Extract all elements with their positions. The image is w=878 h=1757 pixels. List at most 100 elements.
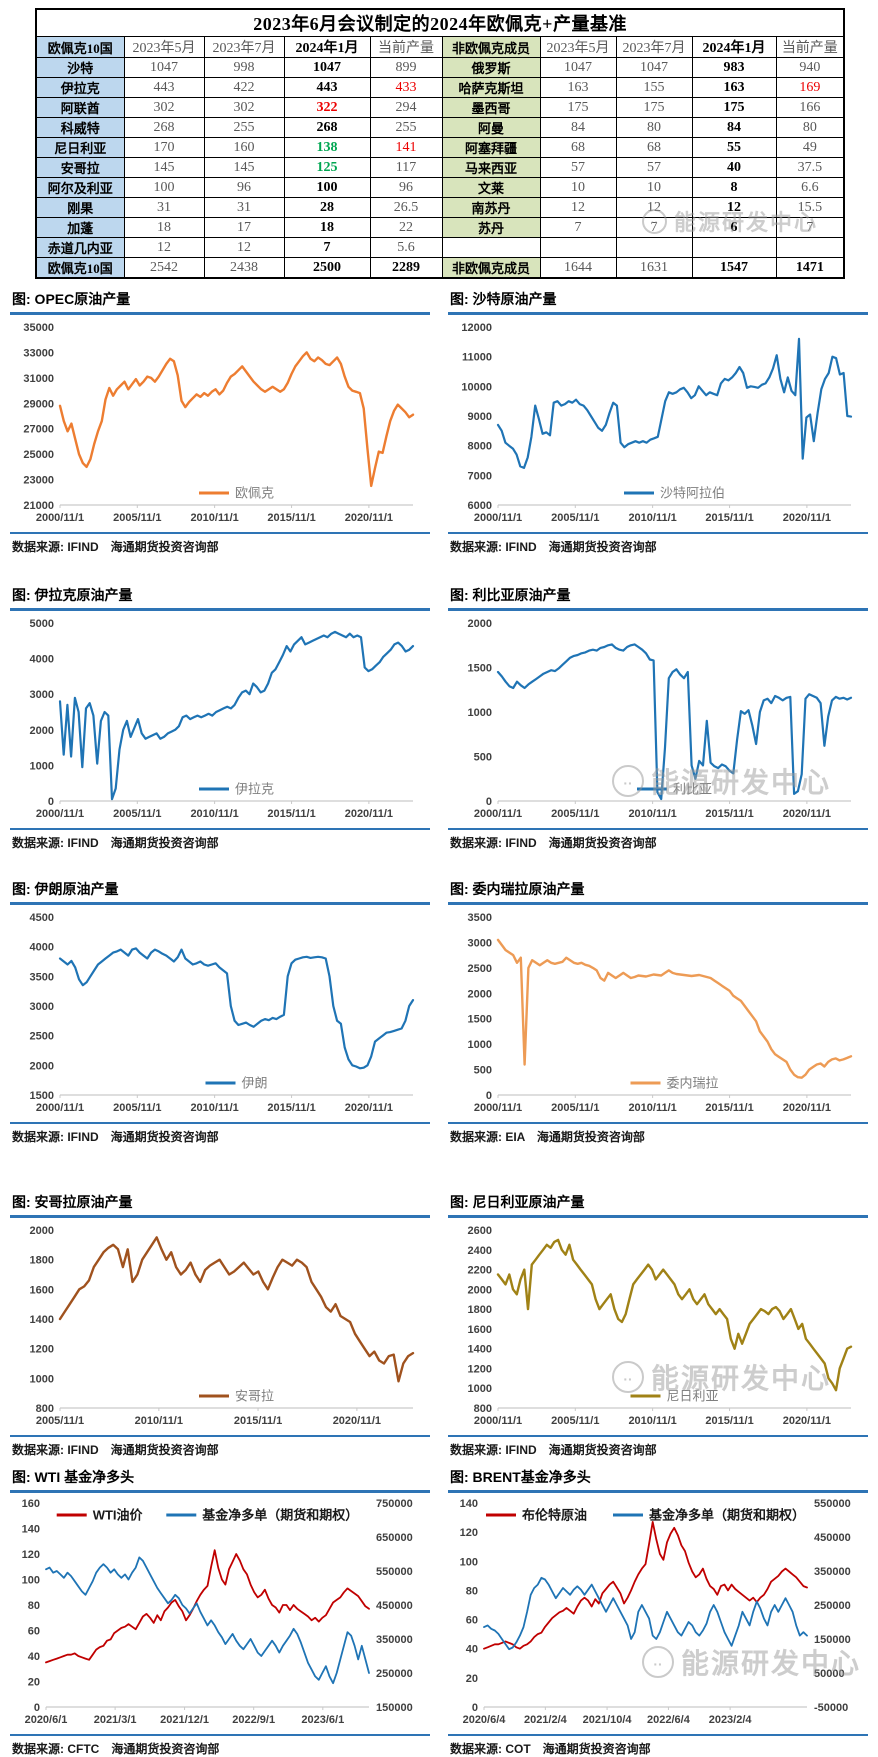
svg-text:35000: 35000 [23,322,54,334]
table-cell [539,237,617,258]
table-cell: 255 [203,117,285,138]
table-cell: 2500 [283,257,371,279]
svg-text:0: 0 [486,796,492,808]
svg-text:800: 800 [36,1403,54,1415]
table-cell: 160 [203,137,285,158]
table-cell: 15.5 [775,197,845,218]
chart-block-angola: 图: 安哥拉原油产量 800 1000 1200 1400 1600 1800 2000 20… [10,1192,430,1458]
table-cell: 125 [283,157,371,178]
saudi-canvas: 6000 7000 8000 9000 10000 11000 12000 2000/11/1… [461,322,853,524]
table-row: 尼日利亚 170 160 138 141 阿塞拜疆 68 68 55 49 [35,137,845,158]
svg-text:1000: 1000 [468,1383,492,1395]
table-cell: 940 [775,57,845,78]
svg-text:1400: 1400 [30,1314,54,1326]
table-row: 赤道几内亚 12 12 7 5.6 [35,237,845,258]
svg-text:650000: 650000 [376,1532,413,1544]
table-cell: 268 [283,117,371,138]
table-cell: 983 [691,57,777,78]
svg-text:2010/11/1: 2010/11/1 [628,1415,676,1427]
table-cell: 422 [203,77,285,98]
svg-text:安哥拉: 安哥拉 [235,1389,274,1404]
svg-text:2020/11/1: 2020/11/1 [345,808,393,820]
iraq-canvas: 0 1000 2000 3000 4000 5000 2000/11/1 2005/11/1 2… [30,618,415,820]
table-cell: 302 [123,97,205,118]
brent-series-line [483,1576,808,1651]
svg-text:2010/11/1: 2010/11/1 [190,1102,238,1114]
svg-text:2020/6/4: 2020/6/4 [463,1714,507,1726]
table-cell: 安哥拉 [35,157,125,178]
svg-text:2500: 2500 [468,963,492,975]
svg-text:2005/11/1: 2005/11/1 [551,1415,599,1427]
chart-block-wti: 图: WTI 基金净多头 0 20 40 60 80 100 120 140 160 150000… [10,1467,430,1757]
table-cell: 2438 [203,257,285,279]
chart-title-libya: 图: 利比亚原油产量 [448,585,868,611]
svg-text:3000: 3000 [30,689,54,701]
svg-text:2015/11/1: 2015/11/1 [705,512,753,524]
svg-text:2005/11/1: 2005/11/1 [113,1102,161,1114]
svg-text:40: 40 [466,1644,478,1656]
svg-text:150000: 150000 [814,1634,851,1646]
table-cell: 1471 [775,257,845,279]
svg-text:2000/11/1: 2000/11/1 [36,1102,84,1114]
svg-text:2000: 2000 [468,1284,492,1296]
angola-canvas: 800 1000 1200 1400 1600 1800 2000 2005/11/1 2010… [30,1225,415,1427]
svg-text:80: 80 [28,1600,40,1612]
chart-block-libya: 图: 利比亚原油产量 0 500 1000 1500 2000 2000/11/1 2005… [448,585,868,851]
table-cell: 12 [123,237,205,258]
svg-text:2010/11/1: 2010/11/1 [628,512,676,524]
chart-source-saudi: 数据来源: IFIND 海通期货投资咨询部 [448,532,868,555]
svg-text:0: 0 [34,1702,40,1714]
table-row: 阿联酋 302 302 322 294 墨西哥 175 175 175 166 [35,97,845,118]
table-cell: 7 [615,217,693,238]
table-cell: 12 [615,197,693,218]
svg-text:12000: 12000 [461,322,492,334]
table-cell: 2023年5月 [123,36,205,58]
chart-plot-wti: 0 20 40 60 80 100 120 140 160 150000 250000 350000 4… [10,1493,430,1733]
table-cell: 当前产量 [775,36,845,58]
table-cell: 哈萨克斯坦 [441,77,541,98]
chart-title-venezuela: 图: 委内瑞拉原油产量 [448,879,868,905]
svg-text:5000: 5000 [30,618,54,630]
table-cell: 100 [283,177,371,198]
svg-text:欧佩克: 欧佩克 [235,486,274,501]
table-row: 刚果 31 31 28 26.5 南苏丹 12 12 12 15.5 [35,197,845,218]
svg-text:1200: 1200 [30,1344,54,1356]
chart-plot-nigeria: 800 1000 1200 1400 1600 1800 2000 2200 2400 2600 2… [448,1218,868,1434]
svg-text:1000: 1000 [30,1373,54,1385]
table-cell: 84 [539,117,617,138]
svg-text:0: 0 [48,796,54,808]
table-cell: 5.6 [369,237,443,258]
svg-text:2005/11/1: 2005/11/1 [36,1415,84,1427]
table-cell: 68 [615,137,693,158]
table-cell: 1047 [539,57,617,78]
svg-text:2015/11/1: 2015/11/1 [705,1102,753,1114]
chart-plot-libya: 0 500 1000 1500 2000 2000/11/1 2005/11/1 2010/1… [448,611,868,827]
chart-row-2: 图: 伊拉克原油产量 0 1000 2000 3000 4000 5000 2000/11/… [10,585,868,851]
nigeria-series-line [496,1238,853,1392]
table-row: 伊拉克 443 422 443 433 哈萨克斯坦 163 155 163 169 [35,77,845,98]
svg-text:2005/11/1: 2005/11/1 [551,512,599,524]
table-cell: 163 [691,77,777,98]
svg-text:40: 40 [28,1651,40,1663]
table-cell: 433 [369,77,443,98]
svg-text:10000: 10000 [461,381,492,393]
svg-text:伊朗: 伊朗 [242,1076,268,1091]
chart-source-angola: 数据来源: IFIND 海通期货投资咨询部 [10,1435,430,1458]
table-cell: 非欧佩克成员 [441,257,541,279]
chart-plot-venezuela: 0 500 1000 1500 2000 2500 3000 3500 2000/11/1 200… [448,905,868,1121]
svg-text:尼日利亚: 尼日利亚 [667,1389,719,1404]
svg-text:27000: 27000 [23,424,54,436]
table-cell: 伊拉克 [35,77,125,98]
chart-title-iran: 图: 伊朗原油产量 [10,879,430,905]
table-cell: 1047 [615,57,693,78]
iraq-series-line [58,630,415,801]
table-row: 加蓬 18 17 18 22 苏丹 7 7 6 7 [35,217,845,238]
svg-text:2010/11/1: 2010/11/1 [628,808,676,820]
svg-text:2010/11/1: 2010/11/1 [135,1415,183,1427]
svg-text:2023/6/1: 2023/6/1 [301,1714,344,1726]
svg-text:20: 20 [466,1673,478,1685]
brent-series-line [483,1520,808,1650]
table-cell: 7 [775,217,845,238]
svg-text:1000: 1000 [468,707,492,719]
svg-text:2005/11/1: 2005/11/1 [113,808,161,820]
